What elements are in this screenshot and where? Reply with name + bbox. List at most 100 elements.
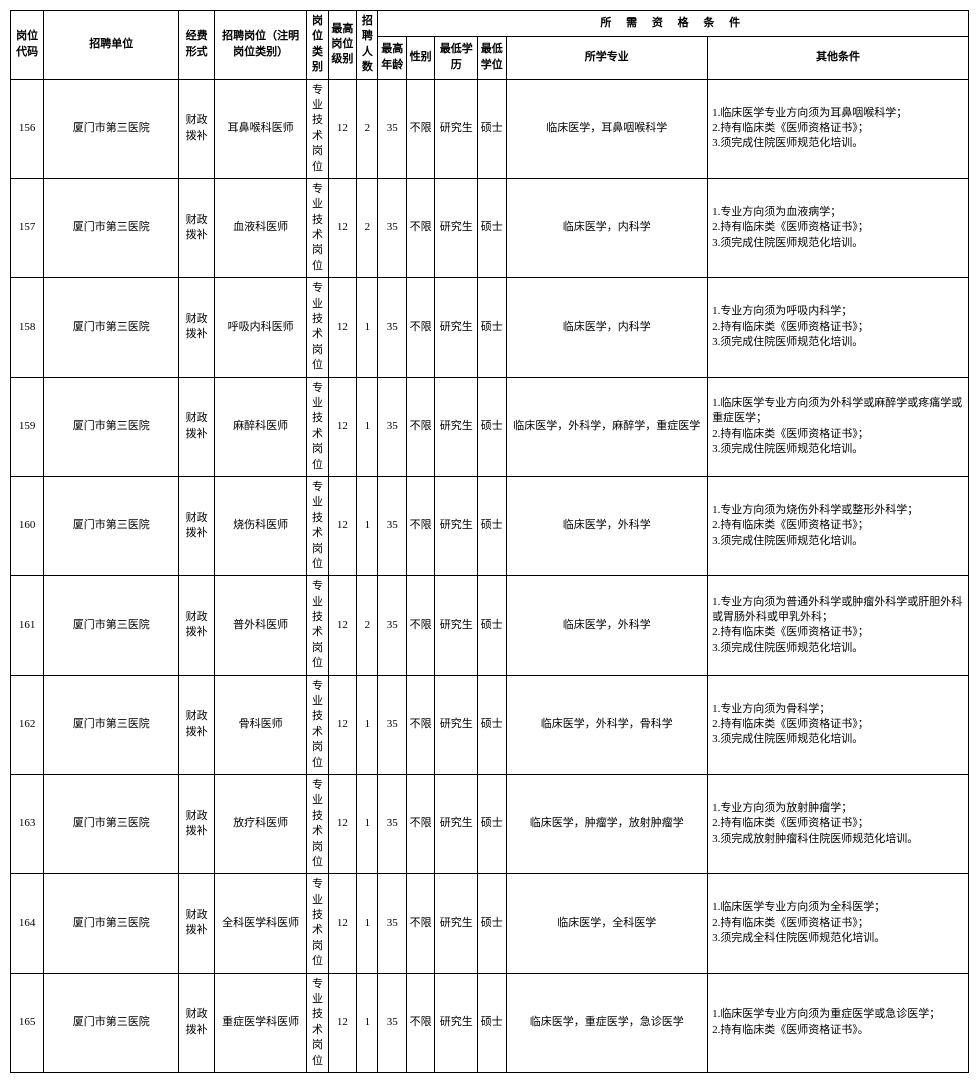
header-type: 岗位类别 [307,11,328,80]
table-row: 164厦门市第三医院财政拨补全科医学科医师专业技术岗位12135不限研究生硕士临… [11,874,969,973]
cell-gender: 不限 [406,576,434,675]
cell-gender: 不限 [406,476,434,575]
cell-type: 专业技术岗位 [307,973,328,1072]
cell-fund: 财政拨补 [179,79,215,178]
cell-code: 160 [11,476,44,575]
cell-fund: 财政拨补 [179,675,215,774]
cell-post: 耳鼻喉科医师 [214,79,306,178]
cell-post: 骨科医师 [214,675,306,774]
table-row: 160厦门市第三医院财政拨补烧伤科医师专业技术岗位12135不限研究生硕士临床医… [11,476,969,575]
cell-unit: 厦门市第三医院 [44,79,179,178]
cell-rank: 12 [328,576,356,675]
cell-fund: 财政拨补 [179,973,215,1072]
table-row: 157厦门市第三医院财政拨补血液科医师专业技术岗位12235不限研究生硕士临床医… [11,178,969,277]
cell-unit: 厦门市第三医院 [44,377,179,476]
cell-type: 专业技术岗位 [307,278,328,377]
table-row: 159厦门市第三医院财政拨补麻醉科医师专业技术岗位12135不限研究生硕士临床医… [11,377,969,476]
table-row: 165厦门市第三医院财政拨补重症医学科医师专业技术岗位12135不限研究生硕士临… [11,973,969,1072]
cell-fund: 财政拨补 [179,377,215,476]
cell-edu: 研究生 [435,278,478,377]
cell-num: 2 [357,79,378,178]
cell-degree: 硕士 [478,576,506,675]
cell-edu: 研究生 [435,178,478,277]
cell-gender: 不限 [406,874,434,973]
cell-age: 35 [378,377,406,476]
cell-other: 1.临床医学专业方向须为全科医学；2.持有临床类《医师资格证书》；3.须完成全科… [708,874,969,973]
cell-fund: 财政拨补 [179,576,215,675]
cell-major: 临床医学，重症医学，急诊医学 [506,973,708,1072]
cell-code: 161 [11,576,44,675]
cell-fund: 财政拨补 [179,874,215,973]
cell-degree: 硕士 [478,178,506,277]
cell-degree: 硕士 [478,874,506,973]
cell-fund: 财政拨补 [179,278,215,377]
cell-type: 专业技术岗位 [307,874,328,973]
cell-rank: 12 [328,178,356,277]
cell-major: 临床医学，外科学，骨科学 [506,675,708,774]
cell-num: 2 [357,178,378,277]
table-row: 162厦门市第三医院财政拨补骨科医师专业技术岗位12135不限研究生硕士临床医学… [11,675,969,774]
cell-degree: 硕士 [478,79,506,178]
cell-gender: 不限 [406,377,434,476]
cell-other: 1.专业方向须为呼吸内科学；2.持有临床类《医师资格证书》；3.须完成住院医师规… [708,278,969,377]
cell-post: 血液科医师 [214,178,306,277]
cell-num: 1 [357,278,378,377]
cell-other: 1.专业方向须为骨科学；2.持有临床类《医师资格证书》；3.须完成住院医师规范化… [708,675,969,774]
cell-num: 1 [357,874,378,973]
cell-post: 呼吸内科医师 [214,278,306,377]
header-other: 其他条件 [708,36,969,79]
cell-other: 1.专业方向须为放射肿瘤学；2.持有临床类《医师资格证书》；3.须完成放射肿瘤科… [708,774,969,873]
cell-other: 1.临床医学专业方向须为耳鼻咽喉科学；2.持有临床类《医师资格证书》；3.须完成… [708,79,969,178]
cell-fund: 财政拨补 [179,178,215,277]
cell-rank: 12 [328,973,356,1072]
cell-edu: 研究生 [435,476,478,575]
cell-code: 164 [11,874,44,973]
cell-age: 35 [378,278,406,377]
cell-age: 35 [378,774,406,873]
header-num: 招聘人数 [357,11,378,80]
cell-age: 35 [378,476,406,575]
table-header: 岗位代码 招聘单位 经费形式 招聘岗位（注明岗位类别） 岗位类别 最高岗位级别 … [11,11,969,80]
cell-gender: 不限 [406,79,434,178]
cell-post: 麻醉科医师 [214,377,306,476]
cell-unit: 厦门市第三医院 [44,476,179,575]
cell-num: 1 [357,973,378,1072]
cell-post: 全科医学科医师 [214,874,306,973]
cell-age: 35 [378,675,406,774]
cell-age: 35 [378,973,406,1072]
cell-age: 35 [378,576,406,675]
cell-major: 临床医学，外科学，麻醉学，重症医学 [506,377,708,476]
cell-other: 1.专业方向须为血液病学；2.持有临床类《医师资格证书》；3.须完成住院医师规范… [708,178,969,277]
cell-edu: 研究生 [435,675,478,774]
cell-gender: 不限 [406,774,434,873]
cell-unit: 厦门市第三医院 [44,178,179,277]
cell-other: 1.专业方向须为普通外科学或肿瘤外科学或肝胆外科或胃肠外科或甲乳外科；2.持有临… [708,576,969,675]
cell-degree: 硕士 [478,774,506,873]
cell-unit: 厦门市第三医院 [44,675,179,774]
cell-edu: 研究生 [435,79,478,178]
cell-num: 1 [357,377,378,476]
header-rank: 最高岗位级别 [328,11,356,80]
cell-other: 1.临床医学专业方向须为外科学或麻醉学或疼痛学或重症医学；2.持有临床类《医师资… [708,377,969,476]
cell-type: 专业技术岗位 [307,178,328,277]
cell-rank: 12 [328,874,356,973]
cell-gender: 不限 [406,278,434,377]
header-unit: 招聘单位 [44,11,179,80]
table-row: 158厦门市第三医院财政拨补呼吸内科医师专业技术岗位12135不限研究生硕士临床… [11,278,969,377]
cell-unit: 厦门市第三医院 [44,576,179,675]
cell-type: 专业技术岗位 [307,476,328,575]
cell-major: 临床医学，肿瘤学，放射肿瘤学 [506,774,708,873]
header-age: 最高年龄 [378,36,406,79]
cell-major: 临床医学，内科学 [506,178,708,277]
cell-unit: 厦门市第三医院 [44,278,179,377]
cell-type: 专业技术岗位 [307,774,328,873]
table-row: 161厦门市第三医院财政拨补普外科医师专业技术岗位12235不限研究生硕士临床医… [11,576,969,675]
cell-num: 1 [357,774,378,873]
cell-edu: 研究生 [435,774,478,873]
cell-rank: 12 [328,377,356,476]
cell-other: 1.专业方向须为烧伤外科学或整形外科学；2.持有临床类《医师资格证书》；3.须完… [708,476,969,575]
header-edu: 最低学历 [435,36,478,79]
cell-age: 35 [378,178,406,277]
cell-gender: 不限 [406,973,434,1072]
cell-major: 临床医学，全科医学 [506,874,708,973]
